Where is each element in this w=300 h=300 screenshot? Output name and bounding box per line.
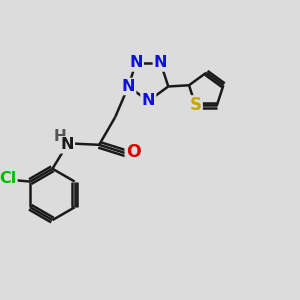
Text: N: N <box>129 56 143 70</box>
Text: N: N <box>142 94 155 109</box>
Text: N: N <box>60 137 74 152</box>
Text: S: S <box>190 97 202 115</box>
Text: Cl: Cl <box>0 171 16 186</box>
Text: N: N <box>154 56 167 70</box>
Text: N: N <box>122 79 135 94</box>
Text: O: O <box>126 143 141 161</box>
Text: H: H <box>54 129 67 144</box>
